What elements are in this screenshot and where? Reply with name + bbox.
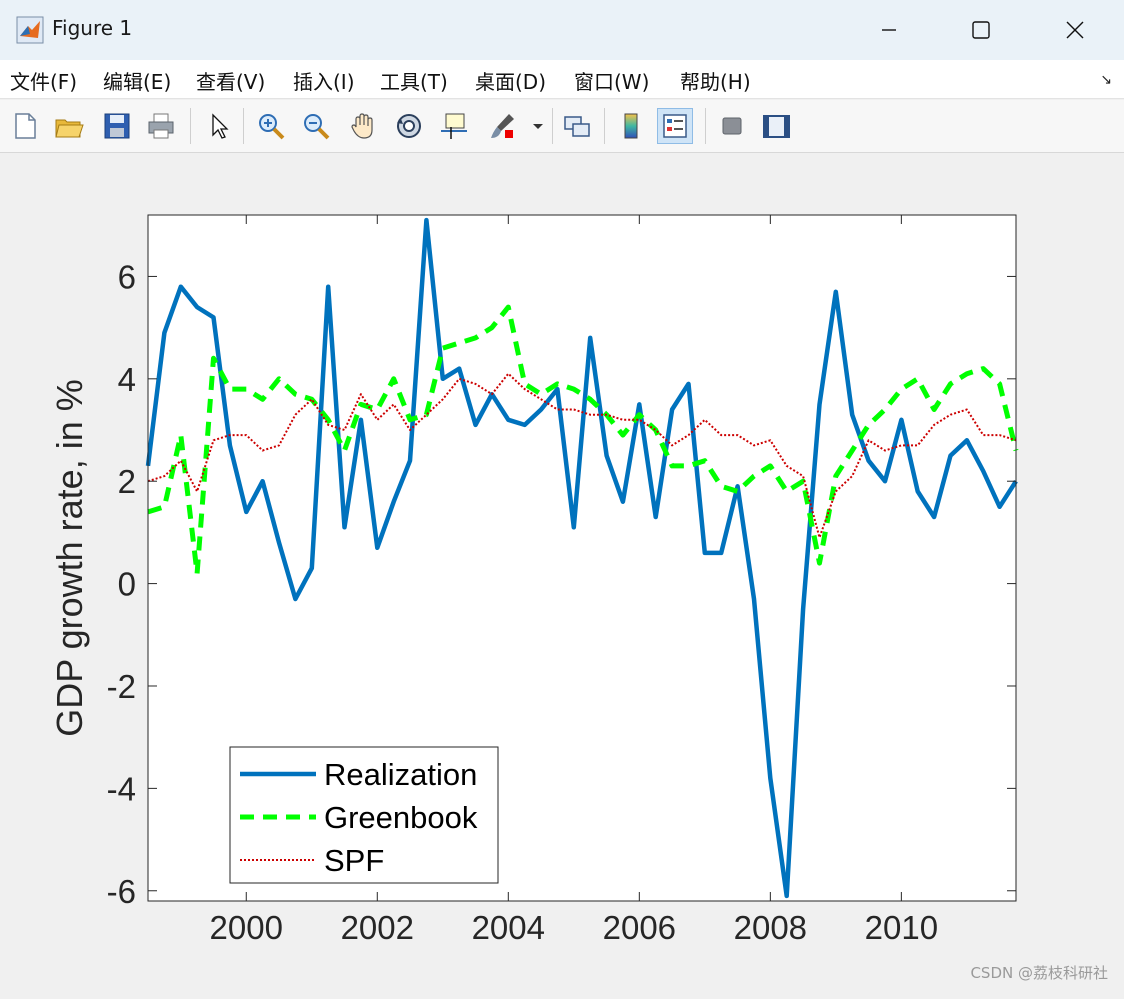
- menu-edit[interactable]: 编辑(E): [103, 70, 172, 94]
- x-tick-label: 2000: [210, 909, 283, 946]
- legend-label-greenbook: Greenbook: [324, 800, 478, 835]
- x-tick-label: 2004: [472, 909, 545, 946]
- y-tick-label: 0: [118, 566, 136, 603]
- rotate-3d-button[interactable]: [391, 108, 427, 144]
- menu-file[interactable]: 文件(F): [10, 70, 78, 94]
- y-tick-label: -6: [107, 873, 136, 910]
- colorbar-icon: [624, 113, 638, 139]
- series-line-greenbook: [147, 304, 1019, 576]
- window-title: Figure 1: [52, 16, 133, 40]
- toolbar-separator: [243, 108, 244, 144]
- close-icon: [1066, 21, 1084, 39]
- show-plot-tools-icon: [763, 115, 790, 138]
- open-file-icon: [55, 119, 84, 138]
- menu-bar: 文件(F) 编辑(E) 查看(V) 插入(I) 工具(T) 桌面(D) 窗口(W…: [0, 60, 1124, 99]
- toolbar-separator: [604, 108, 605, 144]
- save-button[interactable]: [99, 108, 135, 144]
- minimize-button[interactable]: [866, 10, 912, 50]
- select-pointer-icon: [212, 113, 229, 139]
- zoom-in-icon: [259, 114, 285, 140]
- y-tick-label: -2: [107, 668, 136, 705]
- axes-box: [147, 214, 1017, 902]
- zoom-out-icon: [304, 114, 330, 140]
- colorbar-button[interactable]: [613, 108, 649, 144]
- toolbar-separator: [190, 108, 191, 144]
- hide-plot-tools-button[interactable]: [714, 108, 750, 144]
- pan-hand-icon: [351, 113, 373, 139]
- minimize-icon: [882, 29, 896, 31]
- show-plot-tools-button[interactable]: [758, 108, 794, 144]
- menu-tools[interactable]: 工具(T): [380, 70, 448, 94]
- toolbar-separator: [552, 108, 553, 144]
- chart[interactable]: 2000 2002 2004 2006 2008 2010 -6 -4 -2 0 2 4 6 GDP gr…: [0, 153, 1124, 995]
- legend-icon: [663, 114, 687, 138]
- data-cursor-button[interactable]: [436, 108, 472, 144]
- maximize-button[interactable]: [958, 10, 1004, 50]
- link-plot-button[interactable]: [559, 108, 595, 144]
- brush-icon: [491, 114, 514, 138]
- toolbar-separator: [705, 108, 706, 144]
- brush-dropdown-icon: [533, 124, 543, 129]
- x-tick-label: 2008: [734, 909, 807, 946]
- link-plot-icon: [564, 116, 590, 137]
- maximize-icon: [972, 21, 990, 39]
- new-figure-icon: [15, 113, 36, 139]
- y-tick-label: -4: [107, 770, 136, 807]
- dock-figure-icon[interactable]: ↘: [1100, 72, 1112, 88]
- title-bar: Figure 1: [0, 0, 1124, 61]
- pan-button[interactable]: [345, 108, 381, 144]
- matlab-app-icon: [16, 16, 44, 44]
- x-tick-label: 2006: [603, 909, 676, 946]
- print-button[interactable]: [143, 108, 179, 144]
- menu-view[interactable]: 查看(V): [196, 70, 266, 94]
- legend-label-spf: SPF: [324, 843, 384, 878]
- series-line-spf: [147, 372, 1017, 539]
- y-tick-label: 2: [118, 463, 136, 500]
- series-line-realization: [145, 217, 1018, 899]
- hide-plot-tools-icon: [722, 117, 742, 135]
- figure-toolbar: [0, 100, 1124, 153]
- y-tick-label: 4: [118, 361, 136, 398]
- watermark: CSDN @荔枝科研社: [970, 964, 1108, 982]
- print-icon: [148, 113, 174, 139]
- rotate-3d-icon: [397, 114, 421, 138]
- x-tick-label: 2010: [865, 909, 938, 946]
- open-file-button[interactable]: [51, 108, 87, 144]
- brush-dropdown-button[interactable]: [527, 108, 549, 144]
- close-button[interactable]: [1052, 10, 1098, 50]
- menu-desktop[interactable]: 桌面(D): [475, 70, 547, 94]
- data-cursor-icon: [441, 113, 467, 139]
- menu-insert[interactable]: 插入(I): [293, 70, 355, 94]
- zoom-in-button[interactable]: [253, 108, 289, 144]
- menu-window[interactable]: 窗口(W): [574, 70, 650, 94]
- new-figure-button[interactable]: [7, 108, 43, 144]
- x-tick-label: 2002: [341, 909, 414, 946]
- legend-button[interactable]: [657, 108, 693, 144]
- figure-canvas: 2000 2002 2004 2006 2008 2010 -6 -4 -2 0 2 4 6 GDP gr…: [0, 153, 1124, 995]
- y-axis-label: GDP growth rate, in %: [49, 379, 90, 737]
- brush-button[interactable]: [484, 108, 520, 144]
- menu-help[interactable]: 帮助(H): [680, 70, 751, 94]
- save-icon: [104, 113, 130, 139]
- legend-label-realization: Realization: [324, 757, 477, 792]
- zoom-out-button[interactable]: [298, 108, 334, 144]
- select-pointer-button[interactable]: [201, 108, 237, 144]
- y-tick-label: 6: [118, 258, 136, 295]
